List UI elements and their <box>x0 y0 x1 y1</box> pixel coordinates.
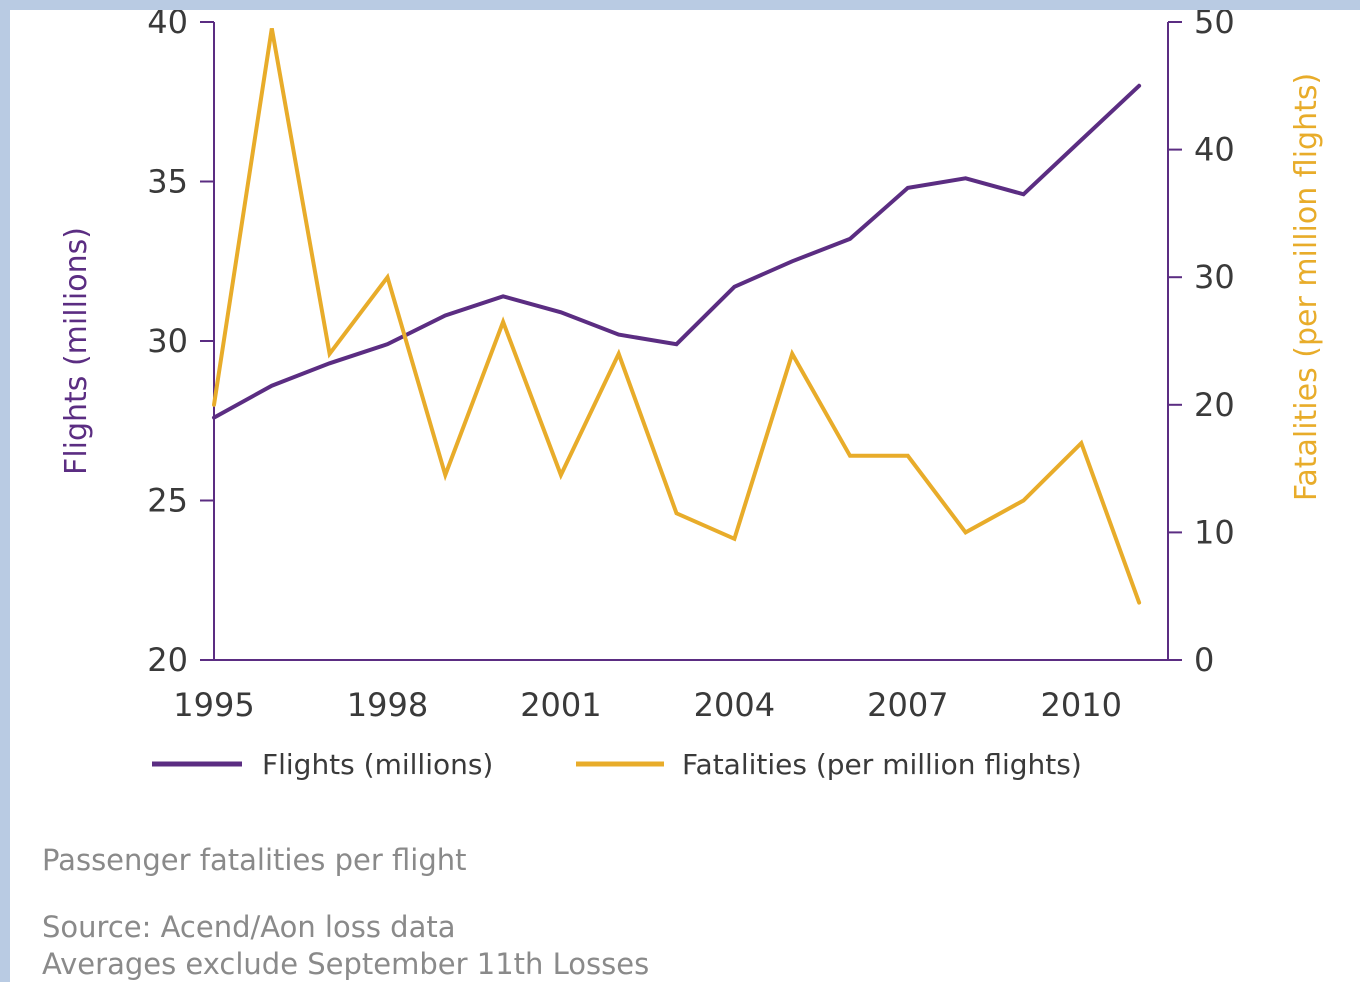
axis-titles: Flights (millions) Fatalities (per millio… <box>59 73 1324 501</box>
axes <box>200 21 1182 661</box>
x-tick-label: 2007 <box>867 686 948 724</box>
y-right-tick-label: 10 <box>1194 513 1235 551</box>
y-left-tick-label: 25 <box>147 482 188 520</box>
y-right-tick-label: 0 <box>1194 641 1214 679</box>
y-axis-right-title: Fatalities (per million flights) <box>1289 73 1324 501</box>
series-lines <box>212 28 1142 605</box>
x-tick-label: 2010 <box>1041 686 1122 724</box>
x-tick-label: 2004 <box>694 686 775 724</box>
tick-labels: 20 25 30 35 40 0 10 20 30 40 50 1995 1998 2001 2004 200… <box>147 10 1234 724</box>
caption-title: Passenger fatalities per flight <box>42 843 467 877</box>
caption-source: Source: Acend/Aon loss data <box>42 910 456 944</box>
fatalities-series-line <box>212 28 1142 605</box>
line-chart: 20 25 30 35 40 0 10 20 30 40 50 1995 1998 2001 2004 200… <box>59 10 1324 781</box>
y-right-tick-label: 50 <box>1194 10 1235 41</box>
y-right-tick-label: 30 <box>1194 258 1235 296</box>
legend-label-fatalities: Fatalities (per million flights) <box>682 748 1082 781</box>
x-tick-label: 1998 <box>347 686 428 724</box>
y-right-tick-label: 20 <box>1194 386 1235 424</box>
y-left-tick-label: 40 <box>147 10 188 41</box>
y-right-tick-label: 40 <box>1194 131 1235 169</box>
y-left-tick-label: 30 <box>147 322 188 360</box>
y-left-tick-label: 20 <box>147 641 188 679</box>
x-tick-label: 2001 <box>520 686 601 724</box>
y-axis-left-title: Flights (millions) <box>59 227 94 475</box>
caption-note: Averages exclude September 11th Losses <box>42 947 650 981</box>
legend-label-flights: Flights (millions) <box>262 748 493 781</box>
x-tick-label: 1995 <box>173 686 254 724</box>
chart-frame: 20 25 30 35 40 0 10 20 30 40 50 1995 1998 2001 2004 200… <box>10 10 1360 982</box>
flights-series-line <box>212 83 1142 420</box>
legend: Flights (millions) Fatalities (per millio… <box>152 748 1082 781</box>
y-left-tick-label: 35 <box>147 163 188 201</box>
